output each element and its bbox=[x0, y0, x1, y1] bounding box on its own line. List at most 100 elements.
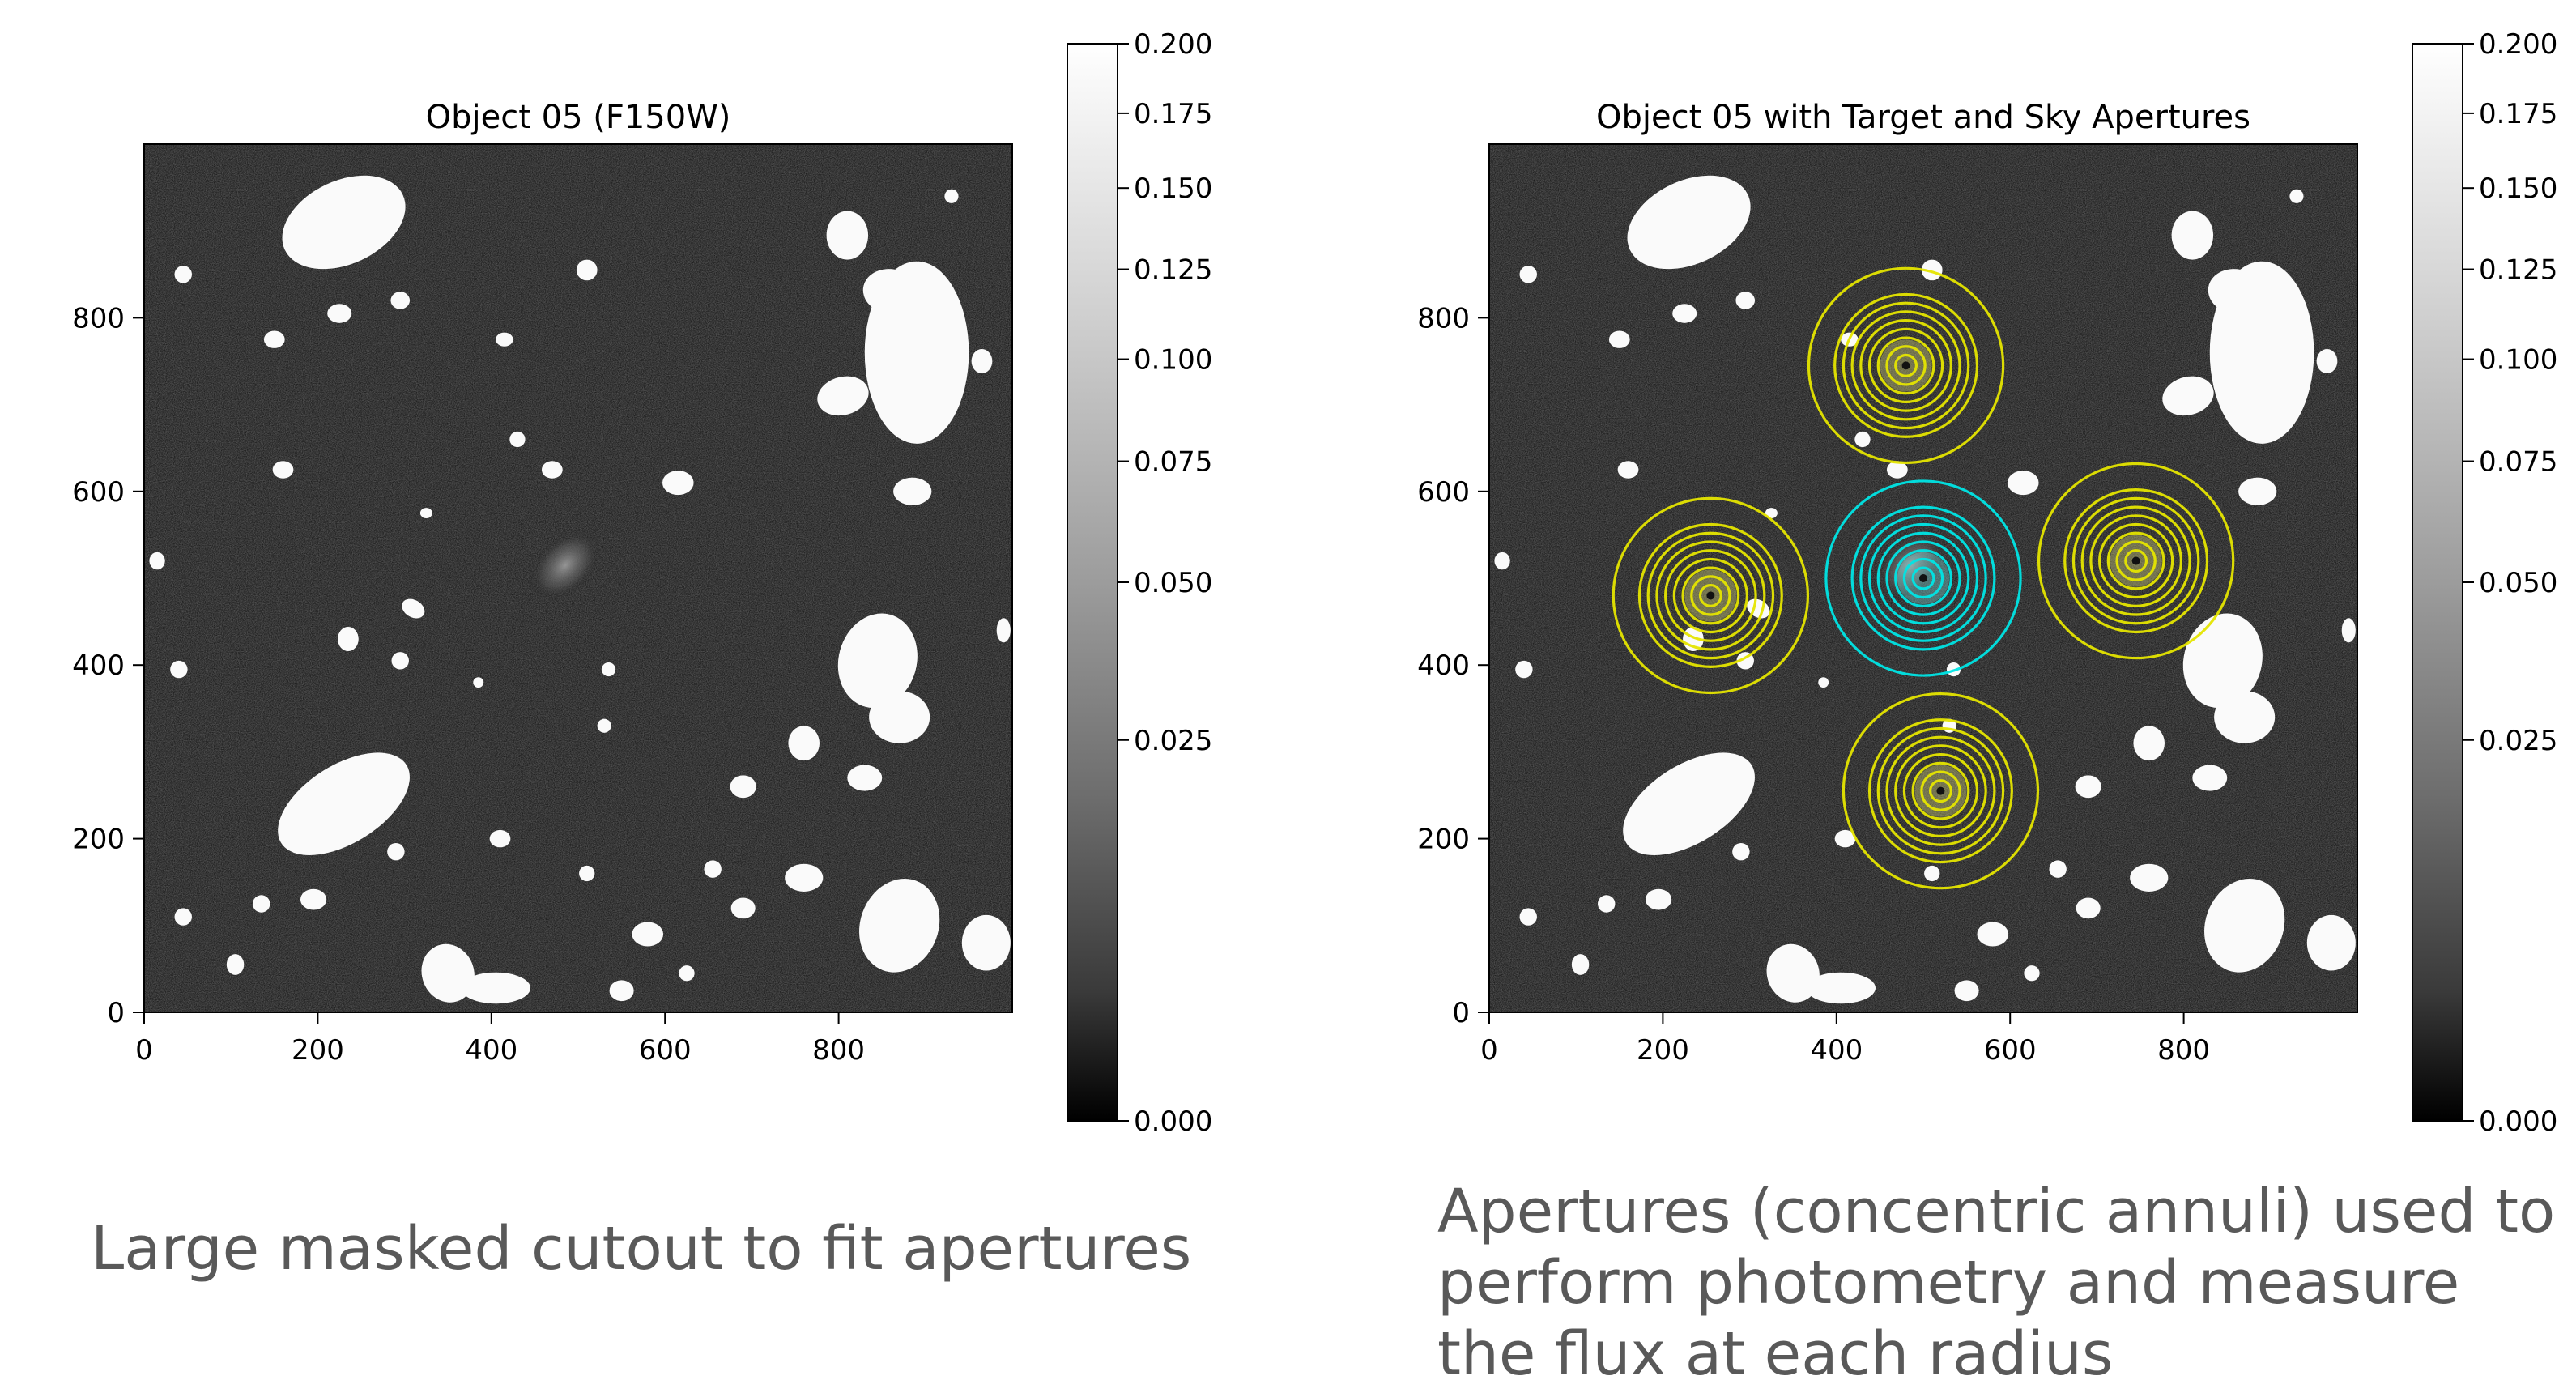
target-galaxy bbox=[530, 530, 601, 601]
aperture-center bbox=[1706, 591, 1715, 600]
masked-region bbox=[2162, 376, 2214, 416]
masked-region bbox=[2316, 348, 2338, 374]
panel-left-image: Object 05 (F150W) 0 200 400 600 800 0 200 400 600… bbox=[72, 28, 1212, 1138]
colorbar-tick-label: 0.200 bbox=[1134, 28, 1212, 61]
aperture-annulus bbox=[1867, 718, 2013, 864]
aperture-annulus bbox=[1842, 692, 2040, 890]
aperture-annulus bbox=[1612, 496, 1810, 695]
aperture-annulus bbox=[1876, 336, 1935, 395]
y-tick-label: 800 bbox=[1417, 302, 1470, 334]
colorbar-tick-label: 0.150 bbox=[2479, 172, 2557, 205]
masked-region bbox=[597, 718, 611, 733]
masked-region bbox=[1617, 461, 1639, 479]
masked-region bbox=[2204, 878, 2285, 973]
aperture-annulus bbox=[1911, 566, 1935, 590]
masked-region bbox=[278, 752, 410, 856]
masked-region bbox=[576, 259, 598, 281]
colorbar-tick-label: 0.100 bbox=[1134, 344, 1212, 377]
sky-aperture bbox=[2037, 462, 2235, 660]
masked-region bbox=[1806, 972, 1876, 1004]
aperture-annulus bbox=[1920, 770, 1961, 811]
x-tick-label: 0 bbox=[135, 1034, 153, 1067]
masked-region bbox=[2192, 765, 2228, 791]
aperture-annulus bbox=[1894, 353, 1918, 377]
masked-region bbox=[837, 613, 918, 709]
masked-region bbox=[541, 461, 563, 479]
masked-region bbox=[2209, 261, 2314, 444]
masked-region bbox=[509, 431, 526, 448]
masked-region bbox=[174, 908, 192, 926]
aperture-center bbox=[1936, 786, 1945, 795]
panel-right-image: Object 05 with Target and Sky Apertures 0… bbox=[1417, 28, 2557, 1138]
masked-region bbox=[2024, 965, 2040, 982]
masked-region bbox=[391, 652, 409, 670]
x-tick-label: 0 bbox=[1480, 1034, 1498, 1067]
chart-title: Object 05 with Target and Sky Apertures bbox=[1596, 99, 2250, 136]
masked-region bbox=[788, 726, 820, 761]
colorbar-tick-label: 0.050 bbox=[2479, 567, 2557, 599]
sky-aperture bbox=[1612, 496, 1810, 695]
colorbar-tick-label: 0.125 bbox=[2479, 254, 2557, 287]
aperture-annulus bbox=[2106, 531, 2165, 590]
colorbar-tick-label: 0.175 bbox=[1134, 98, 1212, 130]
aperture-annulus bbox=[1885, 540, 1961, 616]
colorbar-tick-label: 0.000 bbox=[1134, 1105, 1212, 1138]
masked-region bbox=[869, 691, 930, 743]
masked-region bbox=[2306, 914, 2356, 971]
y-tick-label: 200 bbox=[72, 824, 125, 856]
colorbar-tick-label: 0.125 bbox=[1134, 254, 1212, 287]
masked-region bbox=[1515, 660, 1533, 679]
masked-region bbox=[327, 304, 352, 323]
masked-region bbox=[1924, 865, 1940, 882]
masked-region bbox=[2214, 691, 2276, 743]
masked-region bbox=[679, 965, 695, 982]
y-tick-label: 600 bbox=[72, 476, 125, 509]
axes-frame bbox=[1488, 143, 2358, 1013]
aperture-annulus bbox=[1876, 726, 2005, 855]
aperture-annulus bbox=[1646, 531, 1775, 660]
masked-region bbox=[2238, 477, 2277, 505]
masked-region bbox=[496, 332, 513, 347]
aperture-annulus bbox=[2115, 540, 2157, 581]
aperture-annulus bbox=[1894, 549, 1952, 607]
colorbar-gradient bbox=[2412, 43, 2463, 1122]
masked-region bbox=[1818, 677, 1829, 688]
masked-region bbox=[859, 878, 940, 973]
masked-region bbox=[601, 662, 616, 677]
masked-region bbox=[704, 860, 722, 878]
colorbar-gradient bbox=[1067, 43, 1118, 1122]
x-tick-label: 400 bbox=[1810, 1034, 1863, 1067]
masked-region bbox=[272, 461, 294, 479]
masked-region bbox=[1519, 908, 1537, 926]
masked-region bbox=[1519, 266, 1537, 283]
masked-region bbox=[1886, 461, 1908, 479]
sky-aperture bbox=[1807, 266, 2005, 465]
y-tick-label: 0 bbox=[107, 997, 125, 1029]
masked-region bbox=[893, 477, 932, 505]
aperture-annulus bbox=[1681, 566, 1740, 625]
colorbar-tick-label: 0.200 bbox=[2479, 28, 2557, 61]
masked-region bbox=[390, 292, 411, 309]
masked-region bbox=[864, 261, 969, 444]
colorbar-tick-label: 0.100 bbox=[2479, 344, 2557, 377]
masked-region bbox=[2289, 189, 2304, 203]
colorbar: 0.000 0.025 0.050 0.075 0.100 0.125 0.150 0.175… bbox=[1067, 28, 1212, 1138]
masked-region bbox=[1954, 980, 1979, 1002]
aperture-annulus bbox=[2098, 522, 2174, 599]
masked-region bbox=[1732, 842, 1750, 861]
masked-region bbox=[1735, 292, 1756, 309]
colorbar-tick-label: 0.050 bbox=[1134, 567, 1212, 599]
masked-region bbox=[944, 189, 959, 203]
x-tick-label: 400 bbox=[465, 1034, 517, 1067]
x-tick-label: 600 bbox=[639, 1034, 692, 1067]
colorbar-tick-label: 0.175 bbox=[2479, 98, 2557, 130]
masked-region bbox=[1623, 752, 1755, 856]
aperture-annulus bbox=[1672, 557, 1748, 634]
masked-region bbox=[1608, 330, 1630, 348]
aperture-annulus bbox=[1655, 540, 1766, 651]
y-tick-label: 0 bbox=[1452, 997, 1470, 1029]
masked-region bbox=[1977, 922, 2009, 947]
aperture-annulus bbox=[1902, 753, 1979, 829]
masked-region bbox=[579, 865, 595, 882]
